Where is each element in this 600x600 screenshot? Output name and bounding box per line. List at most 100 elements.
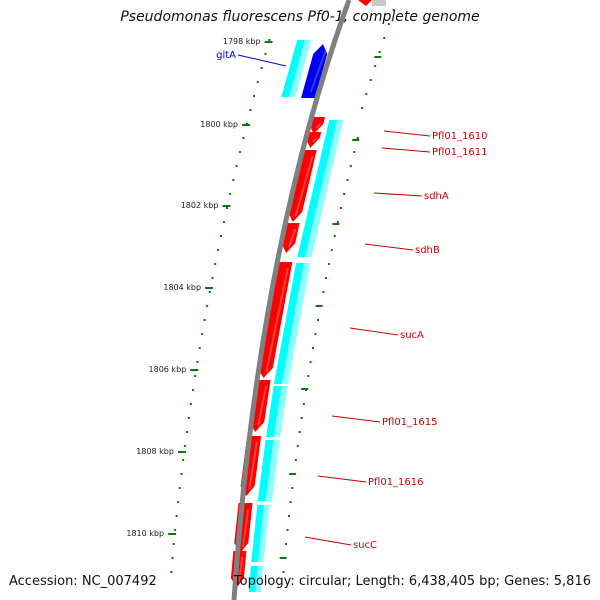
gene-leader-line [317, 475, 367, 483]
minor-tick [219, 235, 222, 237]
minor-tick [170, 571, 173, 573]
minor-tick [300, 417, 303, 419]
cds-highlight [281, 263, 311, 384]
genome-backbone [231, 0, 352, 600]
inner-tick-ring [279, 9, 395, 573]
minor-tick [296, 445, 299, 447]
major-tick [222, 205, 231, 207]
gene-arrow-highlight [257, 385, 268, 427]
minor-tick [365, 93, 368, 95]
gene-label[interactable]: Pfl01_1616 [368, 477, 424, 488]
minor-tick [298, 431, 301, 433]
gene-label[interactable]: Pfl01_1615 [382, 417, 438, 428]
gene-label[interactable]: sdhA [424, 191, 449, 202]
gene-arrow-highlight [288, 228, 297, 248]
gene-arrow-highlight [241, 508, 250, 548]
minor-tick [336, 221, 339, 223]
minor-tick [316, 319, 319, 321]
minor-tick [185, 431, 188, 433]
major-tick [177, 451, 186, 453]
genome-stats: Topology: circular; Length: 6,438,405 bp… [233, 574, 591, 589]
outer-tick-ring [170, 39, 271, 573]
cds-highlight [305, 120, 344, 257]
minor-tick [311, 347, 314, 349]
cds-track [248, 40, 344, 592]
minor-tick [260, 67, 263, 69]
minor-tick [196, 361, 199, 363]
gene-leader-line [373, 192, 423, 197]
minor-tick [333, 235, 336, 237]
minor-tick [353, 151, 356, 153]
gene-label[interactable]: Pfl01_1611 [432, 147, 488, 158]
major-tick [205, 287, 214, 289]
map-title: Pseudomonas fluorescens Pf0-1, complete … [120, 9, 480, 25]
minor-tick [194, 375, 197, 377]
minor-tick [249, 109, 252, 111]
minor-tick [172, 543, 175, 545]
scale-label: 1804 kbp [163, 283, 201, 292]
gene-feature-partial[interactable] [372, 0, 386, 6]
minor-tick [182, 459, 185, 461]
minor-tick [183, 445, 186, 447]
minor-tick [302, 403, 305, 405]
gene-arrow-partial[interactable] [358, 0, 372, 6]
minor-tick [177, 501, 180, 503]
gene-arrow-highlight [309, 49, 327, 93]
minor-tick [374, 65, 377, 67]
gene-label[interactable]: sucC [353, 540, 377, 551]
gene-arrow-highlight [265, 267, 289, 373]
major-tick [301, 388, 309, 390]
minor-tick [180, 473, 183, 475]
gene-label[interactable]: Pfl01_1610 [432, 131, 488, 142]
minor-tick [322, 291, 325, 293]
gene-labels: gltA Pfl01_1610 Pfl01_1611 sdhA sdhB sucA Pfl0… [216, 50, 487, 551]
minor-tick [268, 39, 271, 41]
minor-tick [307, 375, 310, 377]
minor-tick [229, 193, 232, 195]
minor-tick [264, 53, 267, 55]
gene-arrow-forward[interactable] [305, 132, 322, 148]
minor-tick [325, 277, 328, 279]
minor-tick [178, 487, 181, 489]
minor-tick [285, 543, 288, 545]
minor-tick [378, 51, 381, 53]
minor-tick [201, 333, 204, 335]
major-tick [190, 369, 199, 371]
scale-label: 1806 kbp [149, 365, 187, 374]
minor-tick [232, 179, 235, 181]
minor-tick [356, 137, 359, 139]
gene-leader-line [304, 536, 352, 546]
gene-label[interactable]: gltA [216, 50, 236, 61]
gene-arrow-reverse[interactable] [301, 44, 328, 98]
minor-tick [387, 23, 390, 25]
gene-label[interactable]: sdhB [415, 245, 440, 256]
gene-arrow-highlight [238, 556, 244, 583]
minor-tick [339, 207, 342, 209]
minor-tick [392, 9, 395, 11]
gene-leader-line [364, 243, 414, 251]
gene-leader-line [381, 147, 431, 153]
minor-tick [291, 487, 294, 489]
minor-tick [225, 207, 228, 209]
major-tick [168, 533, 177, 535]
major-tick [264, 41, 273, 43]
scale-label: 1798 kbp [223, 37, 261, 46]
minor-tick [208, 291, 211, 293]
major-tick [374, 56, 382, 58]
minor-tick [189, 403, 192, 405]
minor-tick [288, 515, 291, 517]
cds-highlight [257, 505, 270, 562]
major-tick [289, 473, 297, 475]
scale-label: 1800 kbp [200, 120, 238, 129]
minor-tick [206, 305, 209, 307]
minor-tick [349, 165, 352, 167]
major-tick [241, 124, 250, 126]
minor-tick [214, 263, 217, 265]
gene-leader-line [349, 327, 399, 336]
minor-tick [242, 137, 245, 139]
gene-arrow-forward[interactable] [309, 117, 326, 134]
minor-tick [309, 361, 312, 363]
accession-label: Accession: NC_007492 [9, 574, 157, 589]
gene-label[interactable]: sucA [400, 330, 424, 341]
